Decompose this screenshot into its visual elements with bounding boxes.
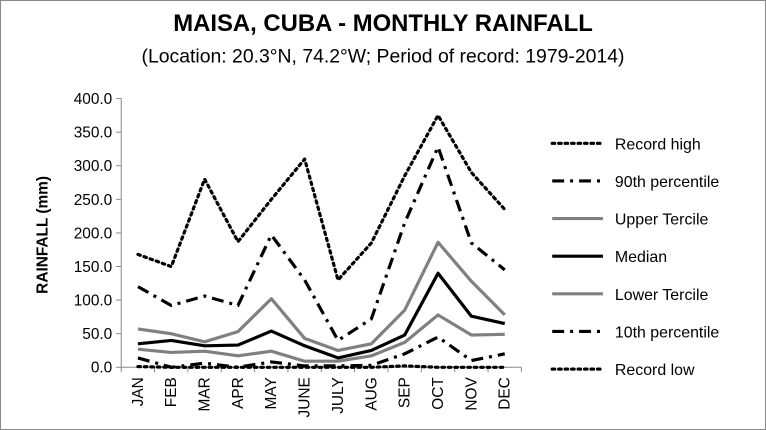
axes bbox=[116, 98, 522, 373]
y-tick-label: 200.0 bbox=[74, 225, 113, 242]
x-tick-label: AUG bbox=[363, 377, 380, 410]
y-tick-label: 400.0 bbox=[74, 91, 113, 108]
x-tick-label: JAN bbox=[130, 377, 147, 406]
x-tick-label: MAR bbox=[197, 377, 214, 411]
x-tick-label: JUNE bbox=[297, 377, 314, 417]
series-line bbox=[137, 313, 505, 363]
chart-title: MAISA, CUBA - MONTHLY RAINFALL bbox=[173, 10, 593, 37]
chart-subtitle: (Location: 20.3°N, 74.2°W; Period of rec… bbox=[142, 46, 625, 68]
x-tick-label: DEC bbox=[497, 377, 514, 410]
legend-entry: Median bbox=[615, 249, 667, 266]
x-tick-label: NOV bbox=[463, 377, 480, 411]
legend-entry: Record low bbox=[615, 362, 695, 379]
legend-entry: Record high bbox=[615, 136, 701, 153]
series-line bbox=[136, 113, 507, 282]
y-tick-label: 100.0 bbox=[74, 293, 113, 310]
series-line bbox=[136, 364, 507, 369]
y-tick-label: 300.0 bbox=[74, 158, 113, 175]
y-tick-label: 50.0 bbox=[82, 326, 112, 343]
legend-entry: Upper Tercile bbox=[615, 212, 709, 229]
legend-entry: Lower Tercile bbox=[615, 287, 709, 304]
y-axis-label: RAINFALL (mm) bbox=[35, 176, 52, 294]
y-tick-label: 150.0 bbox=[74, 259, 113, 276]
legend: Record high 90th percentile Upper Tercile M… bbox=[550, 136, 719, 379]
series-line bbox=[137, 271, 506, 360]
series-lines bbox=[136, 113, 507, 369]
legend-entry: 10th percentile bbox=[615, 324, 719, 341]
x-tick-label: OCT bbox=[430, 377, 447, 410]
series-line bbox=[137, 145, 506, 343]
y-tick-label: 350.0 bbox=[74, 125, 113, 142]
series-line bbox=[137, 240, 506, 353]
x-tick-label: JULY bbox=[330, 377, 347, 414]
y-tick-label: 0.0 bbox=[91, 360, 112, 377]
y-tick-label: 250.0 bbox=[74, 192, 113, 209]
legend-entry: 90th percentile bbox=[615, 174, 719, 191]
y-tick-labels: 0.0 50.0 100.0 150.0 200.0 250.0 300.0 350.0 400… bbox=[74, 91, 113, 377]
x-tick-label: SEP bbox=[397, 377, 414, 408]
x-tick-label: APR bbox=[230, 377, 247, 409]
series-line bbox=[137, 335, 506, 369]
x-tick-labels: JAN FEB MAR APR MAY JUNE JULY AUG SEP OCT NOV DEC bbox=[130, 377, 514, 418]
x-tick-label: MAY bbox=[263, 377, 280, 409]
x-tick-label: FEB bbox=[163, 377, 180, 407]
